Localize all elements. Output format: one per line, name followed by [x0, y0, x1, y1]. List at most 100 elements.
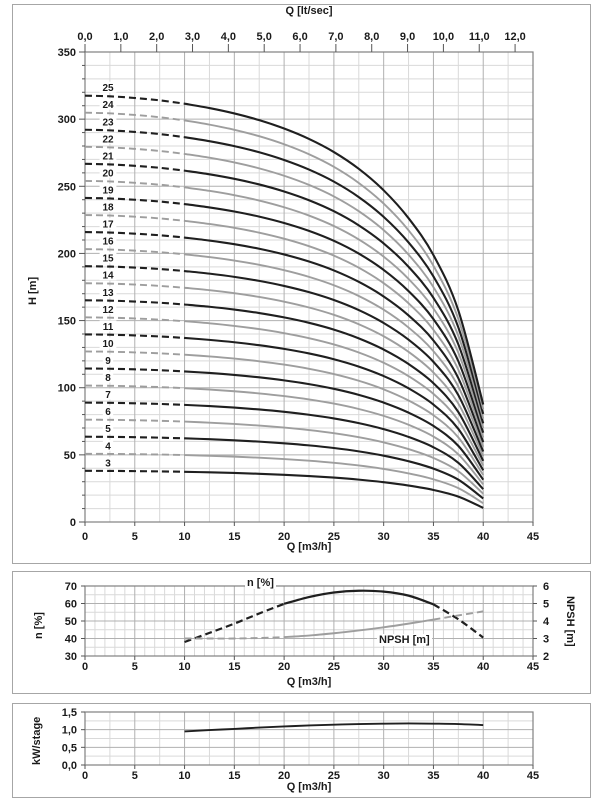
- top-axis-tick-label: 7,0: [328, 31, 343, 43]
- npsh-y-tick-label: 5: [543, 599, 549, 611]
- stage-label-bg: [102, 354, 114, 366]
- eff-x-tick-label: 0: [82, 661, 88, 673]
- eff-y-tick-label: 60: [65, 599, 77, 611]
- top-axis-tick-label: 1,0: [113, 31, 128, 43]
- power-x-tick-label: 35: [427, 770, 439, 782]
- top-axis-tick-label: 0,0: [77, 31, 92, 43]
- head-x-tick-label: 15: [228, 531, 240, 543]
- head-curve-stage-18: [184, 219, 485, 438]
- head-x-tick-label: 20: [278, 531, 290, 543]
- head-curve-stage-4: [184, 454, 484, 505]
- head-curve-stage-16: [184, 253, 485, 448]
- stage-label-bg: [99, 337, 117, 349]
- head-curve-stage-25: [184, 102, 485, 405]
- head-curve-stage-12: [184, 320, 485, 467]
- head-x-axis-title: Q [m3/h]: [286, 541, 332, 553]
- top-axis-tick-label: 11,0: [469, 31, 490, 43]
- head-curve-stage-19: [184, 203, 485, 434]
- power-y-tick-label: 1,5: [62, 707, 77, 719]
- stage-label-bg: [99, 286, 117, 298]
- eff-x-tick-label: 10: [178, 661, 190, 673]
- stage-label-bg: [102, 422, 114, 434]
- head-y-tick-label: 100: [58, 383, 76, 395]
- stage-label-5: 5: [105, 424, 111, 435]
- npsh-y-axis-title: NPSH [m]: [564, 596, 576, 647]
- head-curve-stage-25-dashed: [84, 94, 185, 105]
- head-curve-stage-3-dashed: [84, 469, 185, 473]
- stage-label-16: 16: [102, 237, 114, 248]
- eff-x-tick-label: 45: [527, 661, 539, 673]
- eff-x-tick-label: 40: [477, 661, 489, 673]
- stage-label-bg: [102, 405, 114, 417]
- stage-label-19: 19: [102, 185, 114, 196]
- stage-label-bg: [99, 303, 117, 315]
- stage-label-9: 9: [105, 356, 111, 367]
- head-x-tick-label: 10: [178, 531, 190, 543]
- curve-kw-per-stage: [184, 722, 484, 733]
- head-y-tick-label: 200: [58, 248, 76, 260]
- power-x-tick-label: 20: [278, 770, 290, 782]
- power-x-tick-label: 45: [527, 770, 539, 782]
- power-chart-canvas: 0,0 0,5 1,0 1,5 0 5 10 15 20 25 30 35 40 45: [62, 707, 539, 782]
- stage-label-bg: [99, 81, 117, 93]
- head-x-tick-label: 5: [132, 531, 138, 543]
- head-curve-stage-8-dashed: [84, 384, 185, 390]
- stage-label-bg: [102, 456, 114, 468]
- head-chart-panel: 0 50 100 150 200 250 300 350 0 5 10 15 20 25 30 35 40 45 0…: [12, 4, 591, 564]
- head-curve-stage-24: [184, 119, 485, 410]
- stage-label-4: 4: [105, 441, 111, 452]
- top-axis-tick-label: 4,0: [221, 31, 236, 43]
- curve-efficiency: [283, 589, 434, 606]
- head-curve-stage-16-dashed: [84, 248, 185, 256]
- head-curve-stage-18-dashed: [84, 214, 185, 222]
- eff-y-tick-label: 70: [65, 581, 77, 593]
- npsh-y-tick-label: 4: [543, 616, 550, 628]
- top-axis-tick-label: 6,0: [292, 31, 307, 43]
- head-curve-stage-7: [184, 403, 484, 490]
- stage-label-13: 13: [102, 288, 114, 299]
- stage-label-bg: [99, 166, 117, 178]
- head-curve-stage-20: [184, 186, 485, 429]
- eff-x-tick-label: 35: [427, 661, 439, 673]
- head-curve-stage-17-dashed: [84, 231, 185, 239]
- stage-label-bg: [99, 183, 117, 195]
- power-x-tick-label: 30: [378, 770, 390, 782]
- stage-label-bg: [99, 320, 117, 332]
- stage-label-11: 11: [103, 322, 114, 333]
- stage-label-7: 7: [105, 390, 111, 401]
- head-curve-stage-5: [184, 437, 484, 500]
- stage-label-15: 15: [102, 254, 114, 265]
- head-curve-stage-12-dashed: [84, 316, 185, 323]
- head-curve-stage-6-dashed: [84, 418, 185, 423]
- top-axis-title: Q [lt/sec]: [285, 5, 333, 17]
- npsh-y-tick-label: 3: [543, 634, 549, 646]
- power-x-tick-label: 25: [328, 770, 340, 782]
- head-curve-stage-21: [184, 169, 485, 424]
- head-curve-stage-14: [184, 286, 485, 457]
- power-x-tick-label: 40: [477, 770, 489, 782]
- stage-label-bg: [99, 269, 117, 281]
- stage-label-20: 20: [102, 168, 114, 179]
- eff-x-tick-label: 5: [132, 661, 138, 673]
- head-curve-stage-8: [184, 387, 484, 486]
- head-curve-stage-17: [184, 236, 485, 443]
- stage-label-bg: [99, 252, 117, 264]
- stage-label-12: 12: [102, 305, 114, 316]
- eff-x-tick-label: 20: [278, 661, 290, 673]
- curve-efficiency: [432, 603, 484, 639]
- head-x-tick-label: 40: [477, 531, 489, 543]
- head-curve-stage-13: [184, 303, 485, 462]
- stage-label-21: 21: [102, 151, 114, 162]
- head-curve-stage-22-dashed: [84, 145, 185, 155]
- stage-label-18: 18: [102, 203, 114, 214]
- top-axis-tick-label: 10,0: [433, 31, 454, 43]
- npsh-y-tick-label: 6: [543, 581, 549, 593]
- eff-x-tick-label: 15: [228, 661, 240, 673]
- stage-label-bg: [102, 439, 114, 451]
- top-axis-tick-label: 5,0: [257, 31, 272, 43]
- npsh-curve-label: NPSH [m]: [377, 634, 432, 646]
- head-curve-stage-19-dashed: [84, 196, 185, 206]
- stage-label-14: 14: [102, 271, 114, 282]
